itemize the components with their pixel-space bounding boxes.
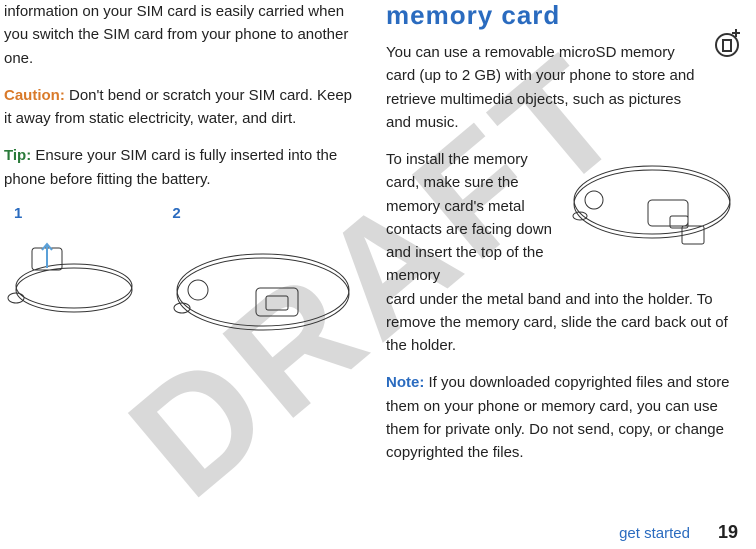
right-paragraph-2b: card under the metal band and into the h… xyxy=(386,288,740,358)
caution-paragraph: Caution: Don't bend or scratch your SIM … xyxy=(4,84,354,131)
page-footer: get started 19 xyxy=(619,522,738,543)
install-wrap: To install the memory card, make sure th… xyxy=(386,148,740,288)
right-column: memory card You can use a removable micr… xyxy=(378,0,756,549)
step-numbers: 1 2 xyxy=(4,205,354,222)
sim-illustration-1 xyxy=(4,230,150,320)
footer-section-link: get started xyxy=(619,525,690,542)
note-text: If you downloaded copyrighted files and … xyxy=(386,374,730,461)
sim-illustration-2 xyxy=(168,230,354,340)
right-paragraph-1: You can use a removable microSD memory c… xyxy=(386,41,740,134)
step-2-number: 2 xyxy=(172,205,180,222)
memory-card-heading: memory card xyxy=(386,0,740,31)
left-column: information on your SIM card is easily c… xyxy=(0,0,378,549)
page-columns: information on your SIM card is easily c… xyxy=(0,0,756,549)
note-label: Note: xyxy=(386,374,429,391)
tip-text: Ensure your SIM card is fully inserted i… xyxy=(4,147,337,187)
memory-card-icon xyxy=(712,28,742,58)
left-paragraph-1: information on your SIM card is easily c… xyxy=(4,0,354,70)
step-1-number: 1 xyxy=(14,205,22,222)
sim-illustrations xyxy=(4,230,354,340)
memory-card-illustration xyxy=(570,148,740,258)
caution-label: Caution: xyxy=(4,87,69,104)
right-paragraph-2a: To install the memory card, make sure th… xyxy=(386,148,560,288)
tip-label: Tip: xyxy=(4,147,35,164)
note-paragraph: Note: If you downloaded copyrighted file… xyxy=(386,371,740,464)
footer-page-number: 19 xyxy=(718,522,738,543)
tip-paragraph: Tip: Ensure your SIM card is fully inser… xyxy=(4,144,354,191)
